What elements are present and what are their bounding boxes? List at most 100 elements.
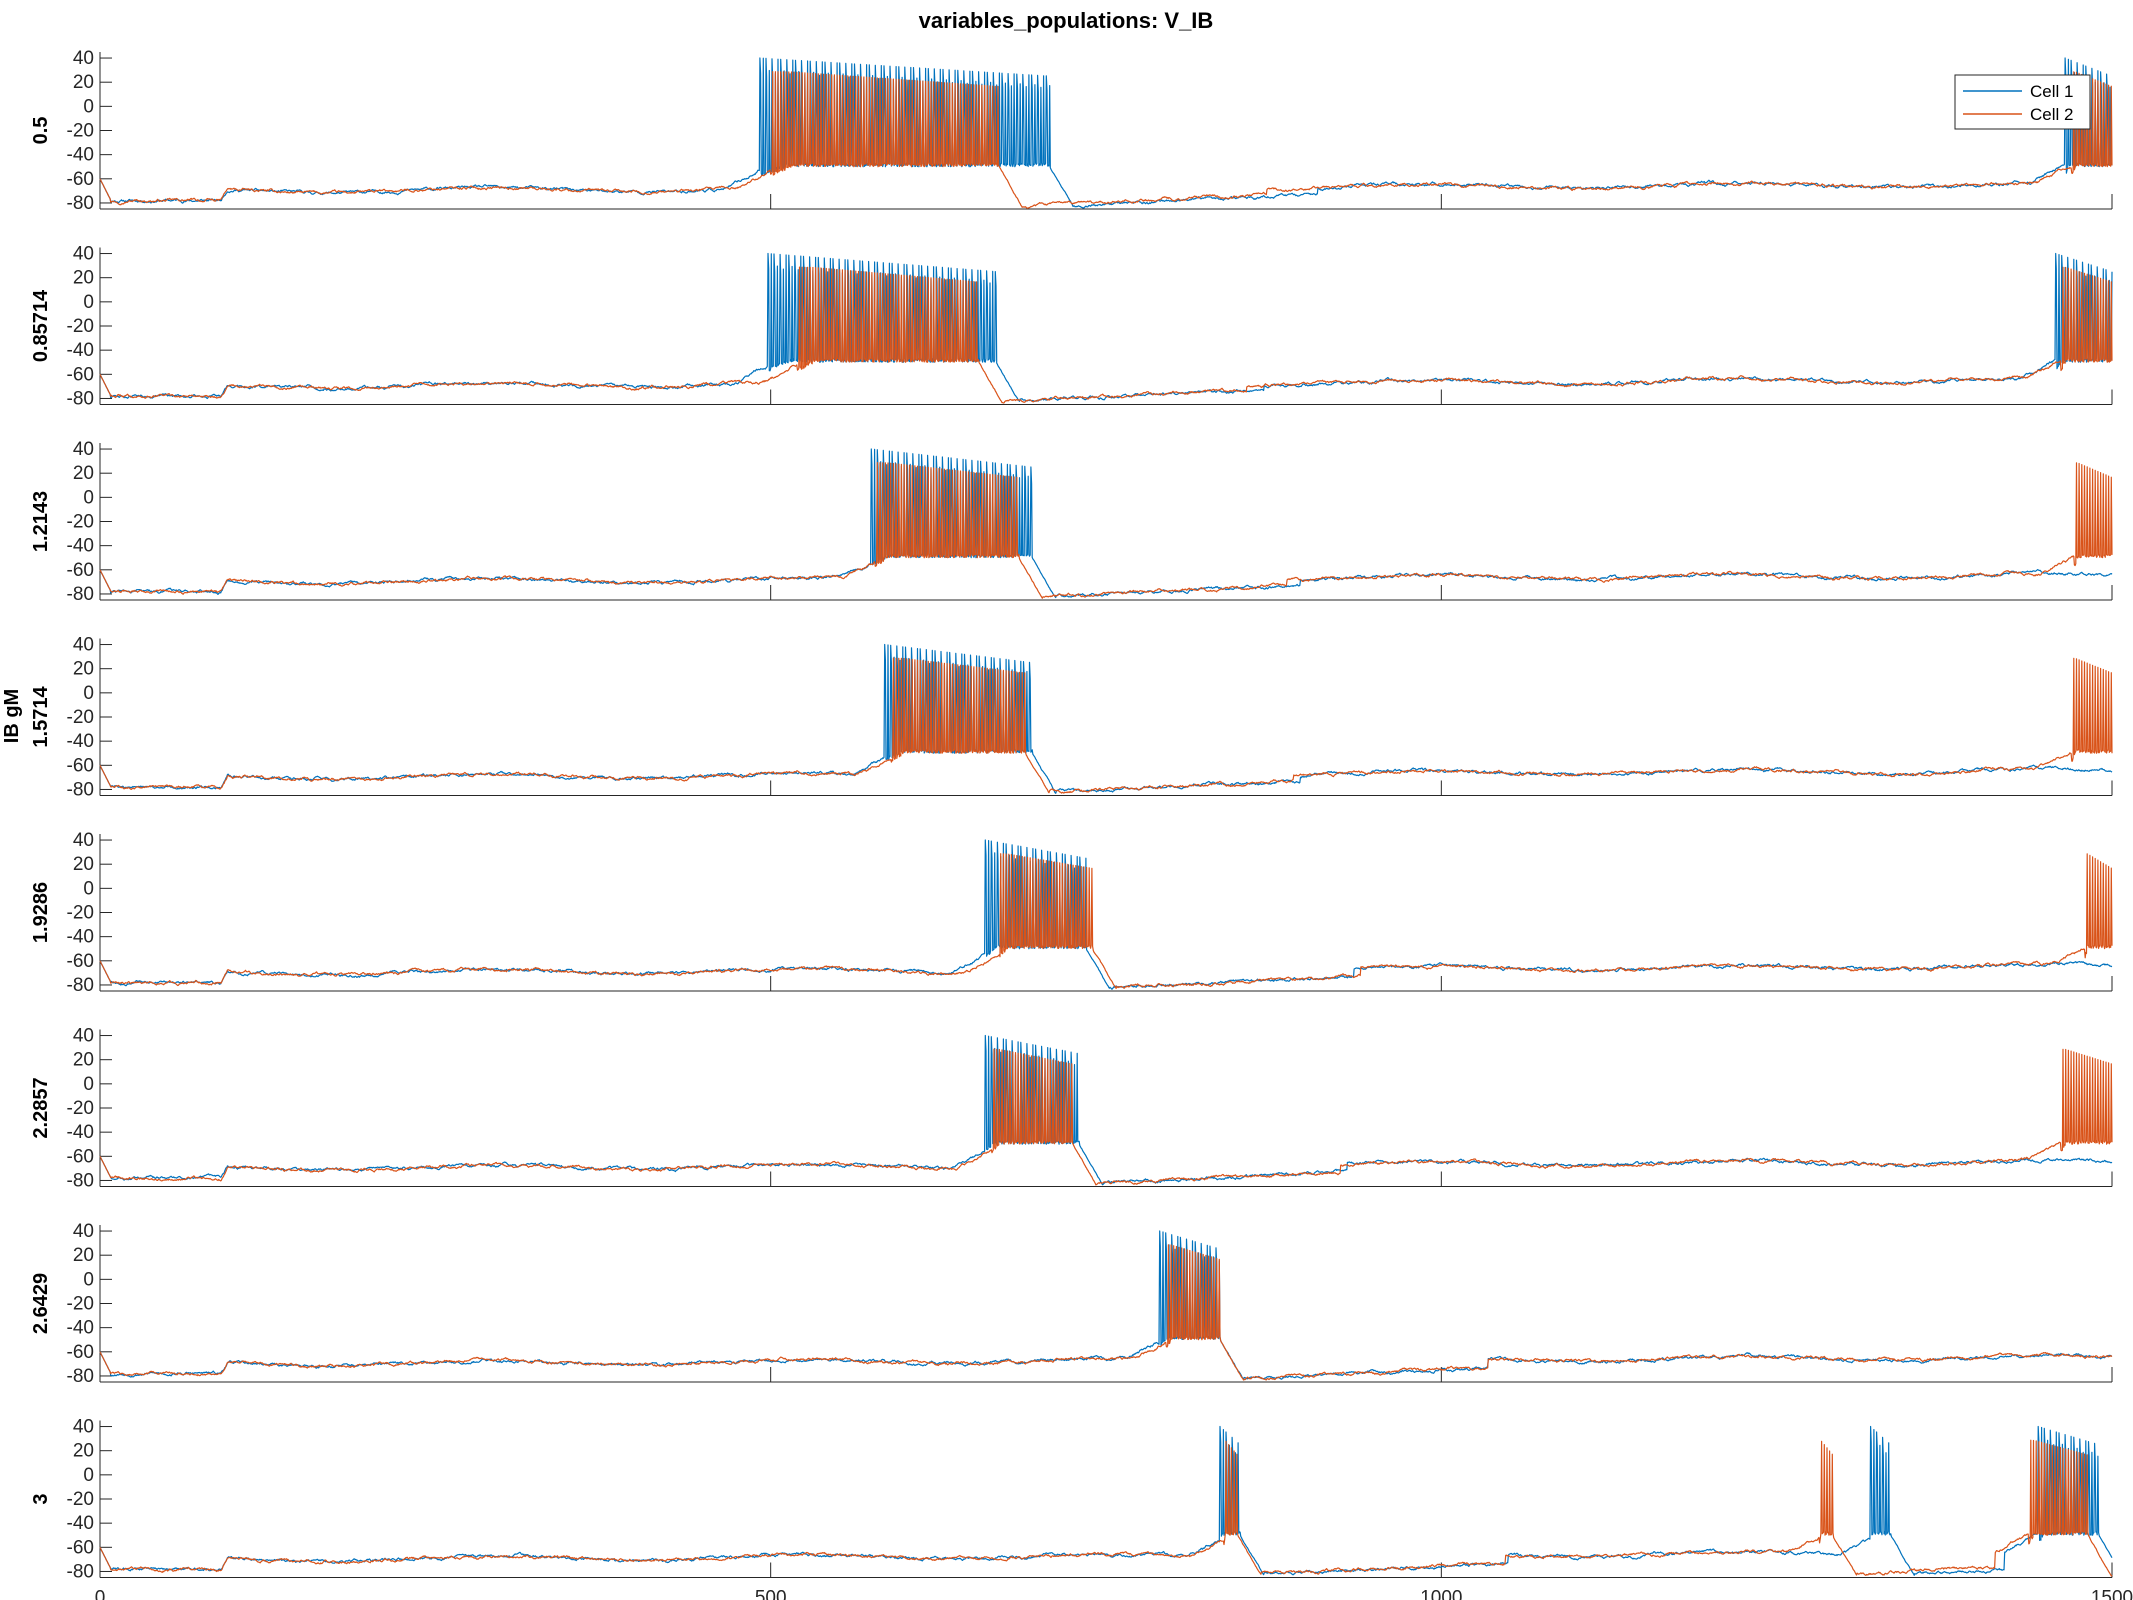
y-tick-label: 40 (73, 48, 94, 69)
y-tick-label: -20 (67, 121, 94, 142)
panel-label: 1.2143 (30, 491, 52, 552)
chart-title: variables_populations: V_IB (919, 8, 1214, 33)
panel-8: 40 20 0 -20 -40 -60 -80 3 0 500 1000 1500 (30, 1417, 2133, 1600)
panel-label: 1.5714 (30, 686, 52, 748)
y-tick-label: -60 (67, 169, 94, 190)
series-line-cell-2 (99, 462, 2113, 599)
y-tick-label: 0 (83, 292, 94, 313)
legend-label-cell-2: Cell 2 (2030, 105, 2073, 124)
y-tick-label: 40 (73, 1221, 94, 1242)
y-tick-label: 0 (83, 1465, 94, 1486)
panels: 40 20 0 -20 -40 -60 -80 0.5 40 20 0 -20 -40 -60 -80 0.8… (30, 48, 2133, 1600)
series-line-cell-1 (99, 57, 2113, 209)
y-tick-label: -40 (67, 1122, 94, 1143)
y-tick-label: 20 (73, 72, 94, 93)
y-tick-label: -20 (67, 316, 94, 337)
y-tick-label: -20 (67, 1098, 94, 1119)
y-tick-label: -80 (67, 1366, 94, 1387)
y-tick-label: 0 (83, 96, 94, 117)
panel-5: 40 20 0 -20 -40 -60 -80 1.9286 (30, 830, 2113, 996)
series-line-cell-1 (99, 448, 2113, 599)
y-axis-label: IB gM (1, 689, 23, 743)
y-tick-label: -40 (67, 340, 94, 361)
y-tick-label: 40 (73, 244, 94, 265)
panel-4: 40 20 0 -20 -40 -60 -80 1.5714 (30, 635, 2113, 800)
y-tick-label: 20 (73, 1245, 94, 1266)
series-line-cell-2 (99, 1244, 2113, 1381)
series-line-cell-1 (99, 1034, 2113, 1186)
panel-label: 3 (30, 1493, 52, 1504)
y-tick-label: -60 (67, 1146, 94, 1167)
x-tick-label: 1500 (2091, 1588, 2133, 1600)
panel-7: 40 20 0 -20 -40 -60 -80 2.6429 (30, 1221, 2113, 1387)
y-tick-label: -60 (67, 560, 94, 581)
y-tick-label: -60 (67, 951, 94, 972)
x-tick-label: 500 (755, 1588, 787, 1600)
panel-1: 40 20 0 -20 -40 -60 -80 0.5 (30, 48, 2113, 214)
y-tick-label: -60 (67, 1537, 94, 1558)
y-tick-label: 0 (83, 878, 94, 899)
series-line-cell-1 (99, 1230, 2112, 1381)
y-tick-label: 20 (73, 1441, 94, 1462)
panel-label: 0.85714 (30, 289, 52, 362)
y-tick-label: -20 (67, 1489, 94, 1510)
series-line-cell-1 (99, 252, 2113, 402)
series-line-cell-2 (99, 657, 2113, 794)
y-tick-label: -80 (67, 193, 94, 214)
y-tick-label: 20 (73, 854, 94, 875)
y-tick-label: -40 (67, 145, 94, 166)
legend-label-cell-1: Cell 1 (2030, 82, 2073, 101)
y-tick-label: -80 (67, 584, 94, 605)
y-tick-label: 40 (73, 635, 94, 656)
y-tick-label: 0 (83, 1269, 94, 1290)
panel-6: 40 20 0 -20 -40 -60 -80 2.2857 (30, 1026, 2113, 1191)
y-tick-label: -60 (67, 755, 94, 776)
y-tick-label: -80 (67, 1170, 94, 1191)
y-tick-label: -40 (67, 927, 94, 948)
panel-3: 40 20 0 -20 -40 -60 -80 1.2143 (30, 439, 2113, 605)
y-tick-label: -80 (67, 388, 94, 409)
y-tick-label: -20 (67, 1294, 94, 1315)
y-tick-label: -20 (67, 512, 94, 533)
y-tick-label: -80 (67, 1561, 94, 1582)
y-tick-label: -40 (67, 1318, 94, 1339)
y-tick-label: -40 (67, 1513, 94, 1534)
series-line-cell-2 (99, 1439, 2113, 1577)
legend-box (1954, 74, 2091, 130)
panel-label: 2.2857 (30, 1077, 52, 1138)
series-line-cell-1 (99, 643, 2113, 794)
panel-label: 1.9286 (30, 882, 52, 943)
y-tick-label: 20 (73, 268, 94, 289)
legend: Cell 1 Cell 2 (1954, 74, 2091, 130)
panel-2: 40 20 0 -20 -40 -60 -80 0.85714 (30, 244, 2113, 409)
y-tick-label: 0 (83, 1074, 94, 1095)
y-tick-label: 20 (73, 659, 94, 680)
series-line-cell-2 (99, 71, 2113, 209)
y-tick-label: -20 (67, 707, 94, 728)
y-tick-label: 20 (73, 463, 94, 484)
series-line-cell-2 (99, 266, 2113, 404)
x-tick-label: 1000 (1420, 1588, 1462, 1600)
y-tick-label: 40 (73, 439, 94, 460)
series-line-cell-2 (99, 853, 2113, 990)
series-line-cell-1 (99, 1425, 2113, 1576)
y-tick-label: -80 (67, 975, 94, 996)
y-tick-label: 40 (73, 830, 94, 851)
y-tick-label: -20 (67, 903, 94, 924)
y-tick-label: -60 (67, 364, 94, 385)
series-line-cell-1 (99, 839, 2113, 990)
y-tick-label: 40 (73, 1026, 94, 1047)
y-tick-label: 0 (83, 487, 94, 508)
y-tick-label: -80 (67, 779, 94, 800)
y-tick-label: 20 (73, 1050, 94, 1071)
y-tick-label: -60 (67, 1342, 94, 1363)
series-line-cell-2 (99, 1048, 2113, 1186)
y-tick-label: -40 (67, 536, 94, 557)
y-tick-label: 0 (83, 683, 94, 704)
x-tick-label: 0 (95, 1588, 106, 1600)
panel-label: 2.6429 (30, 1273, 52, 1334)
y-tick-label: 40 (73, 1417, 94, 1438)
panel-label: 0.5 (30, 117, 52, 145)
y-tick-label: -40 (67, 731, 94, 752)
